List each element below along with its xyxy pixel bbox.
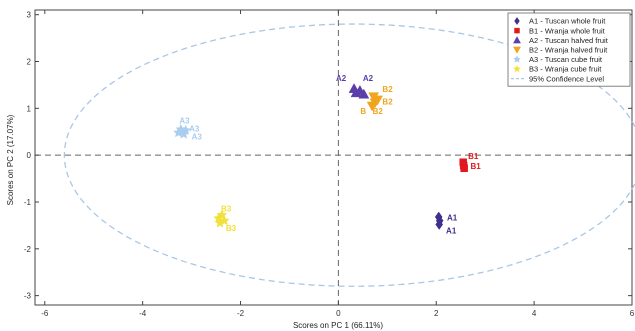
x-tick-label: -2 (237, 309, 245, 318)
legend-box (507, 12, 631, 87)
data-point-star (180, 124, 192, 135)
x-tick-label: 4 (532, 309, 537, 318)
data-point-diamond (435, 219, 444, 230)
x-tick-label: 6 (630, 309, 635, 318)
x-axis-title: Scores on PC 1 (66.11%) (293, 321, 383, 330)
point-label: B2 (382, 85, 393, 94)
point-label: B (360, 107, 366, 116)
x-tick-label: 2 (434, 309, 439, 318)
y-axis-title: Scores on PC 2 (17.07%) (6, 114, 15, 205)
data-point-triangle-down (366, 101, 378, 112)
legend-marker (513, 64, 521, 73)
legend-marker (514, 17, 520, 25)
data-point-triangle-up (358, 88, 370, 99)
data-point-square (460, 164, 468, 173)
axis-ticks: -6 -4 -2 0 2 4 6 -3 -2 -1 0 1 2 3 (24, 10, 635, 318)
legend-marker (513, 36, 521, 44)
legend-entry: B1 - Wranja whole fruit (529, 26, 606, 35)
point-label: A2 (363, 74, 374, 83)
point-label: B3 (221, 204, 232, 213)
point-label: A3 (179, 116, 190, 125)
data-points (173, 83, 468, 230)
point-label: A3 (192, 133, 203, 142)
point-label: B2 (382, 98, 393, 107)
point-label: B3 (226, 224, 237, 233)
y-tick-label: -1 (24, 198, 32, 207)
legend-entry: A2 - Tuscan halved fruit (529, 36, 609, 45)
data-point-star (219, 215, 230, 226)
y-tick-label: 2 (27, 58, 32, 67)
legend-marker (513, 46, 521, 54)
legend-entry: 95% Confidence Level (529, 74, 604, 83)
reference-lines (35, 10, 632, 305)
x-tick-label: 0 (336, 309, 341, 318)
point-label: B1 (471, 162, 482, 171)
legend-entry: A3 - Tuscan cube fruit (529, 55, 603, 64)
legend-entry: B3 - Wranja cube fruit (529, 65, 602, 74)
legend-marker (513, 55, 521, 63)
legend-entry: B2 - Wranja halved fruit (529, 46, 608, 55)
confidence-ellipse-layer (63, 23, 635, 287)
y-tick-label: 3 (27, 11, 32, 20)
legend-entry: A1 - Tuscan whole fruit (529, 17, 606, 26)
y-tick-label: -3 (24, 292, 32, 301)
y-tick-label: -2 (24, 245, 32, 254)
legend-marker (514, 27, 520, 34)
point-label: A3 (189, 125, 200, 134)
point-label: A1 (447, 214, 458, 223)
point-label: B1 (468, 152, 479, 161)
confidence-ellipse (63, 23, 635, 287)
data-point-triangle-down (372, 95, 383, 106)
y-tick-label: 0 (27, 151, 32, 160)
point-label: A2 (336, 74, 347, 83)
point-label: A1 (446, 226, 457, 235)
y-tick-label: 1 (27, 104, 32, 113)
x-tick-label: -4 (139, 309, 147, 318)
x-tick-label: -6 (41, 309, 49, 318)
point-label: B2 (373, 107, 384, 116)
